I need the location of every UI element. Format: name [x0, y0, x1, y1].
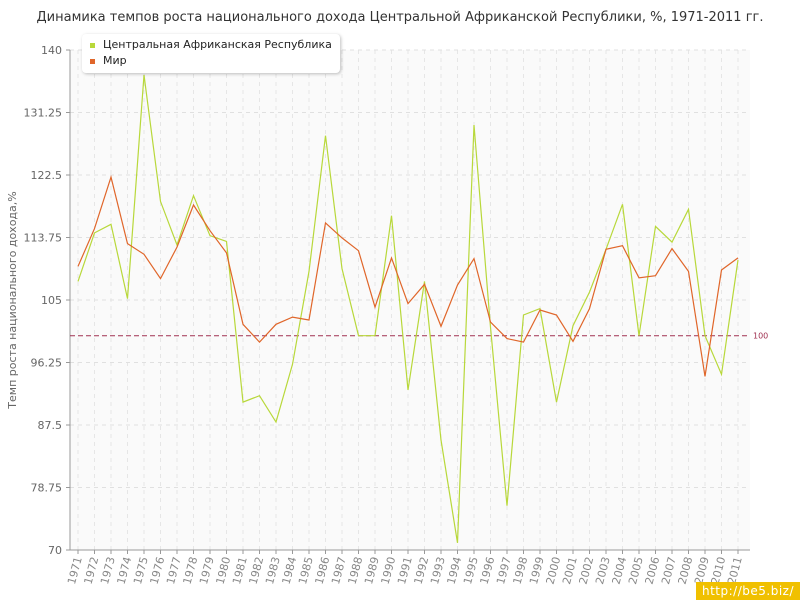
y-tick-label: 131.25	[24, 107, 63, 120]
y-tick-label: 105	[41, 294, 62, 307]
legend: Центральная Африканская Республика Мир	[82, 34, 340, 73]
legend-label-world: Мир	[103, 54, 127, 67]
legend-label-car: Центральная Африканская Республика	[103, 38, 332, 51]
y-tick-label: 70	[48, 544, 62, 557]
y-axis-title: Темп роста национального дохода,%	[6, 191, 19, 409]
y-tick-label: 113.75	[24, 232, 63, 245]
legend-swatch-world	[90, 58, 95, 64]
legend-item-world[interactable]: Мир	[90, 53, 332, 69]
chart-title: Динамика темпов роста национального дохо…	[36, 10, 764, 25]
reference-line-label: 100	[753, 332, 768, 341]
y-tick-label: 87.5	[38, 419, 63, 432]
y-tick-label: 122.5	[31, 169, 63, 182]
series-line-world	[77, 174, 739, 377]
watermark[interactable]: http://be5.biz/	[695, 582, 800, 600]
series-line-car	[77, 74, 739, 543]
legend-swatch-car	[90, 42, 95, 48]
y-tick-label: 140	[41, 44, 62, 57]
y-tick-label: 78.75	[31, 482, 63, 495]
y-tick-label: 96.25	[31, 357, 63, 370]
legend-item-car[interactable]: Центральная Африканская Республика	[90, 37, 332, 53]
